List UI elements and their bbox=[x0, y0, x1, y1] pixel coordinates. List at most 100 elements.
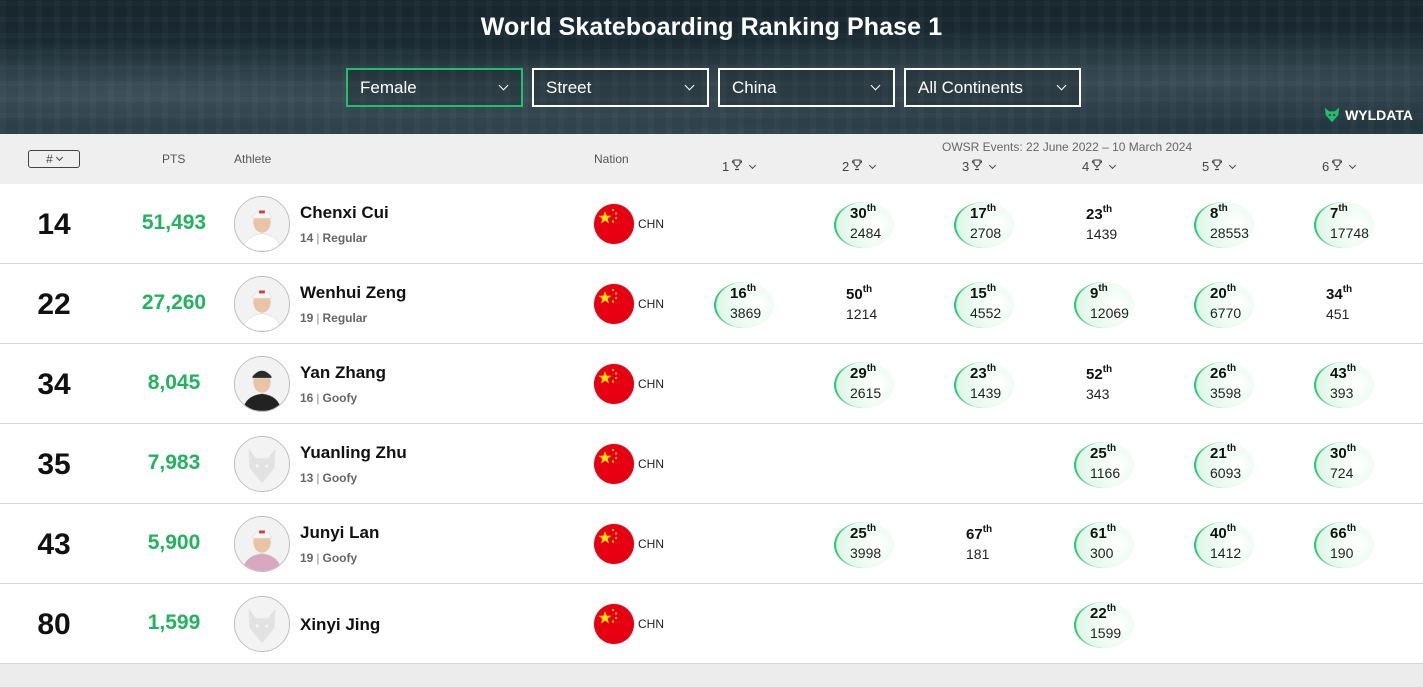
event-result-4[interactable]: 22th 1599 bbox=[1074, 602, 1134, 648]
continent-filter-select[interactable]: All Continents bbox=[904, 68, 1081, 107]
place-suffix: th bbox=[1218, 203, 1228, 214]
event-result-5[interactable]: 40th 1412 bbox=[1194, 522, 1254, 568]
column-header-event-5[interactable]: 5 bbox=[1202, 159, 1237, 174]
place-suffix: th bbox=[1338, 203, 1348, 214]
trophy-icon bbox=[1211, 159, 1223, 174]
athlete-avatar[interactable] bbox=[234, 516, 290, 572]
sort-label: # bbox=[46, 152, 53, 166]
points-value: 27,260 bbox=[141, 291, 207, 314]
event-result-5[interactable]: 20th 6770 bbox=[1194, 282, 1254, 328]
place-number: 61 bbox=[1090, 525, 1107, 542]
athlete-stance: Goofy bbox=[322, 551, 358, 565]
place-suffix: th bbox=[1106, 523, 1117, 534]
event-points: 451 bbox=[1326, 306, 1350, 322]
place-suffix: th bbox=[986, 283, 997, 294]
event-points: 393 bbox=[1330, 385, 1354, 401]
place-number: 17 bbox=[970, 205, 987, 222]
athlete-name[interactable]: Junyi Lan bbox=[300, 523, 380, 542]
points-value: 5,900 bbox=[147, 531, 201, 554]
china-flag-icon bbox=[594, 364, 634, 404]
discipline-filter-select[interactable]: Street bbox=[532, 68, 709, 107]
athlete-avatar[interactable] bbox=[234, 196, 290, 252]
event-result-2[interactable]: 30th 2484 bbox=[834, 202, 894, 248]
athlete-stance: Regular bbox=[322, 311, 368, 325]
place-suffix: th bbox=[1106, 603, 1117, 614]
column-header-pts: PTS bbox=[162, 152, 186, 166]
table-row[interactable]: 43 5,900 Junyi Lan 19 | Goofy CHN 25th 3998 67th 1… bbox=[0, 504, 1423, 584]
filter-label: All Continents bbox=[918, 77, 1023, 97]
event-result-2[interactable]: 29th 2615 bbox=[834, 362, 894, 408]
event-result-3[interactable]: 17th 2708 bbox=[954, 202, 1014, 248]
event-points: 3869 bbox=[730, 305, 762, 321]
place-suffix: th bbox=[746, 283, 757, 294]
athlete-name[interactable]: Yan Zhang bbox=[300, 363, 386, 382]
table-header: # PTS Athlete Nation OWSR Events: 22 Jun… bbox=[0, 134, 1423, 184]
chevron-down-icon bbox=[1056, 80, 1067, 91]
place-number: 9 bbox=[1090, 285, 1099, 302]
place-suffix: th bbox=[982, 524, 993, 535]
gender-filter-select[interactable]: Female bbox=[346, 68, 523, 107]
event-points: 1439 bbox=[1086, 226, 1118, 242]
event-points: 181 bbox=[966, 546, 990, 562]
event-place: 61th bbox=[1090, 523, 1117, 542]
athlete-name[interactable]: Chenxi Cui bbox=[300, 203, 389, 222]
event-result-6[interactable]: 7th 17748 bbox=[1314, 202, 1374, 248]
place-number: 66 bbox=[1330, 525, 1347, 542]
rank-value: 43 bbox=[37, 528, 71, 561]
event-result-5[interactable]: 8th 28553 bbox=[1194, 202, 1254, 248]
nation-code: CHN bbox=[638, 217, 664, 231]
place-suffix: th bbox=[1226, 283, 1237, 294]
event-result-4[interactable]: 25th 1166 bbox=[1074, 442, 1134, 488]
athlete-name[interactable]: Yuanling Zhu bbox=[300, 443, 407, 462]
event-result-5[interactable]: 26th 3598 bbox=[1194, 362, 1254, 408]
athlete-avatar[interactable] bbox=[234, 356, 290, 412]
column-header-event-2[interactable]: 2 bbox=[842, 159, 877, 174]
event-result-6[interactable]: 30th 724 bbox=[1314, 442, 1374, 488]
rank-value: 34 bbox=[37, 368, 71, 401]
points-value: 51,493 bbox=[141, 211, 207, 234]
column-header-event-4[interactable]: 4 bbox=[1082, 159, 1117, 174]
athlete-meta: 16 | Goofy bbox=[300, 391, 357, 405]
brand-logo[interactable]: WYLDATA bbox=[1323, 106, 1413, 124]
event-number: 5 bbox=[1202, 159, 1210, 174]
place-number: 8 bbox=[1210, 205, 1219, 222]
event-result-3[interactable]: 23th 1439 bbox=[954, 362, 1014, 408]
event-result-2[interactable]: 25th 3998 bbox=[834, 522, 894, 568]
column-header-event-1[interactable]: 1 bbox=[722, 159, 757, 174]
rank-sort-select[interactable]: # bbox=[28, 150, 80, 168]
athlete-name[interactable]: Xinyi Jing bbox=[300, 615, 381, 634]
event-result-4[interactable]: 9th 12069 bbox=[1074, 282, 1134, 328]
place-number: 20 bbox=[1210, 285, 1227, 302]
event-result-1[interactable]: 16th 3869 bbox=[714, 282, 774, 328]
event-points: 724 bbox=[1330, 465, 1354, 481]
table-row[interactable]: 22 27,260 Wenhui Zeng 19 | Regular CHN 16th 3869… bbox=[0, 264, 1423, 344]
page-title: World Skateboarding Ranking Phase 1 bbox=[480, 13, 943, 41]
column-header-event-3[interactable]: 3 bbox=[962, 159, 997, 174]
separator: | bbox=[316, 311, 320, 325]
event-result-3[interactable]: 15th 4552 bbox=[954, 282, 1014, 328]
table-row[interactable]: 14 51,493 Chenxi Cui 14 | Regular CHN 30th 2484 1… bbox=[0, 184, 1423, 264]
athlete-avatar[interactable] bbox=[234, 436, 290, 492]
nation-filter-select[interactable]: China bbox=[718, 68, 895, 107]
athlete-stance: Regular bbox=[322, 231, 368, 245]
event-result-6[interactable]: 66th 190 bbox=[1314, 522, 1374, 568]
event-place: 16th bbox=[730, 283, 757, 302]
table-row[interactable]: 34 8,045 Yan Zhang 16 | Goofy CHN 29th 2615 23th 1… bbox=[0, 344, 1423, 424]
table-row[interactable]: 35 7,983 Yuanling Zhu 13 | Goofy CHN 25th 1166 21… bbox=[0, 424, 1423, 504]
event-result-4[interactable]: 61th 300 bbox=[1074, 522, 1134, 568]
event-points: 343 bbox=[1086, 386, 1110, 402]
event-result-5[interactable]: 21th 6093 bbox=[1194, 442, 1254, 488]
event-result-6[interactable]: 43th 393 bbox=[1314, 362, 1374, 408]
event-place: 43th bbox=[1330, 363, 1356, 382]
athlete-avatar[interactable] bbox=[234, 276, 290, 332]
trophy-icon bbox=[1091, 159, 1103, 174]
place-suffix: th bbox=[1106, 443, 1117, 454]
china-flag-icon bbox=[594, 524, 634, 564]
table-row[interactable]: 80 1,599 Xinyi Jing CHN 22th 1599 bbox=[0, 584, 1423, 664]
brand-name: WYLDATA bbox=[1345, 107, 1413, 123]
column-header-event-6[interactable]: 6 bbox=[1322, 159, 1357, 174]
athlete-name[interactable]: Wenhui Zeng bbox=[300, 283, 407, 302]
filter-bar: Female Street China All Continents bbox=[346, 68, 1081, 107]
place-number: 40 bbox=[1210, 525, 1227, 542]
athlete-avatar[interactable] bbox=[234, 596, 290, 652]
